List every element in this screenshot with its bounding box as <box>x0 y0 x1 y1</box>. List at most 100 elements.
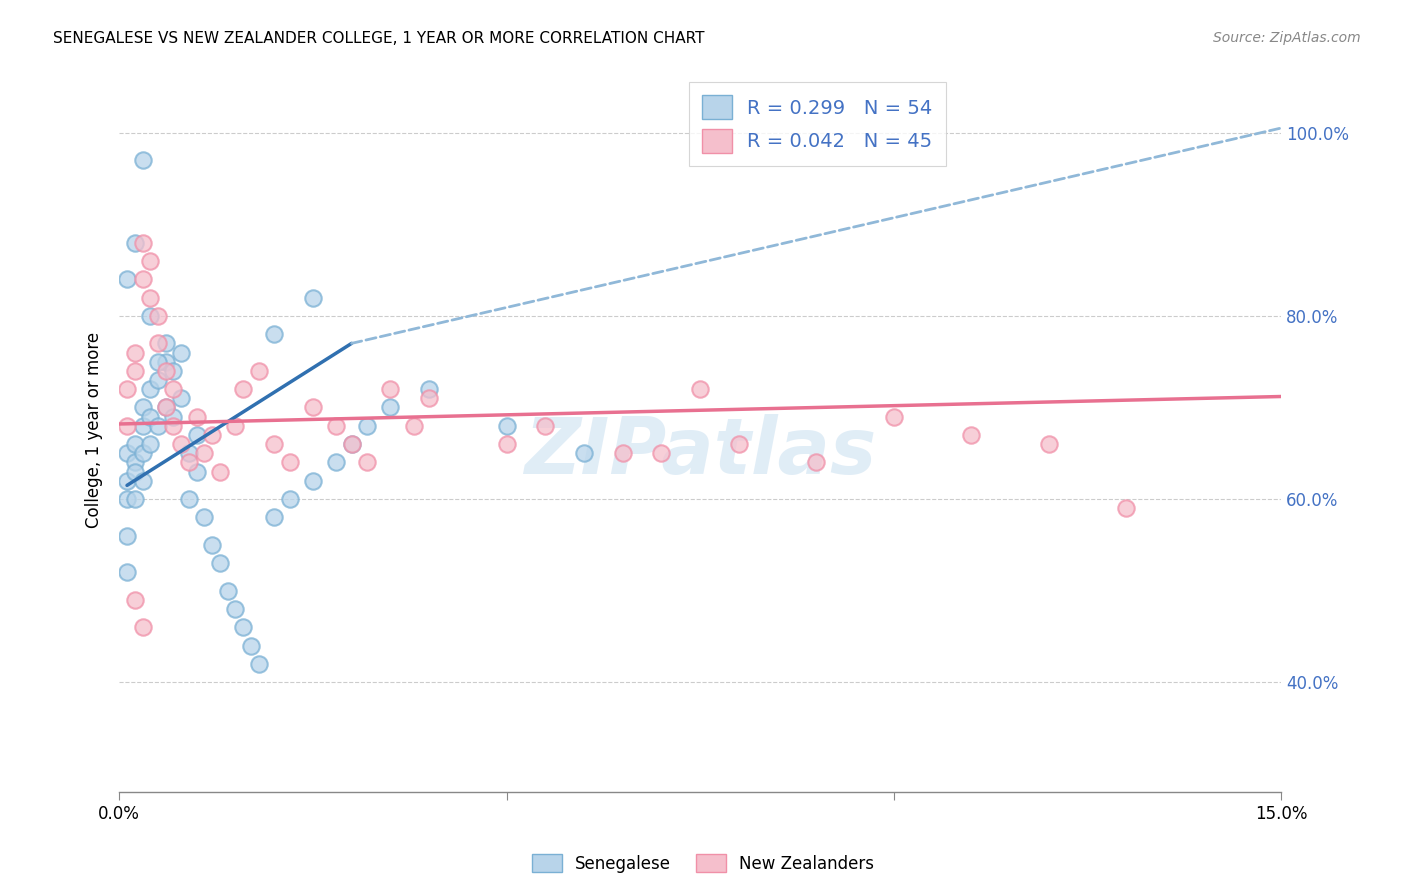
Point <box>124 455 146 469</box>
Point <box>146 354 169 368</box>
Point <box>186 428 208 442</box>
Point <box>155 364 177 378</box>
Point <box>806 455 828 469</box>
Point <box>224 602 246 616</box>
Point <box>960 428 983 442</box>
Point <box>131 620 153 634</box>
Point <box>131 235 153 250</box>
Text: Source: ZipAtlas.com: Source: ZipAtlas.com <box>1213 31 1361 45</box>
Point <box>356 455 378 469</box>
Point <box>186 465 208 479</box>
Point <box>1115 501 1137 516</box>
Point <box>883 409 905 424</box>
Point <box>689 382 711 396</box>
Point <box>131 474 153 488</box>
Point <box>325 418 347 433</box>
Point <box>139 437 162 451</box>
Point <box>162 382 184 396</box>
Point <box>302 474 325 488</box>
Point <box>650 446 672 460</box>
Point <box>170 437 193 451</box>
Point <box>201 428 224 442</box>
Point <box>278 492 301 507</box>
Point <box>232 620 254 634</box>
Point <box>232 382 254 396</box>
Point <box>131 272 153 286</box>
Point <box>146 336 169 351</box>
Point <box>155 354 177 368</box>
Point <box>139 309 162 323</box>
Point <box>170 345 193 359</box>
Point <box>124 235 146 250</box>
Point <box>177 446 200 460</box>
Point <box>302 401 325 415</box>
Point <box>155 336 177 351</box>
Point <box>146 418 169 433</box>
Point <box>208 465 231 479</box>
Point <box>115 382 138 396</box>
Point <box>612 446 634 460</box>
Point <box>418 392 440 406</box>
Point <box>124 465 146 479</box>
Point <box>186 409 208 424</box>
Point <box>115 529 138 543</box>
Point <box>115 272 138 286</box>
Point <box>495 437 517 451</box>
Point <box>534 418 557 433</box>
Point <box>115 566 138 580</box>
Point <box>162 364 184 378</box>
Point <box>263 327 285 342</box>
Point <box>208 556 231 570</box>
Point <box>146 373 169 387</box>
Text: ZIPatlas: ZIPatlas <box>524 414 876 490</box>
Point <box>131 401 153 415</box>
Point <box>418 382 440 396</box>
Point <box>162 418 184 433</box>
Point <box>124 492 146 507</box>
Point <box>124 345 146 359</box>
Point <box>131 446 153 460</box>
Point <box>162 409 184 424</box>
Text: SENEGALESE VS NEW ZEALANDER COLLEGE, 1 YEAR OR MORE CORRELATION CHART: SENEGALESE VS NEW ZEALANDER COLLEGE, 1 Y… <box>53 31 704 46</box>
Point <box>124 437 146 451</box>
Point <box>302 291 325 305</box>
Y-axis label: College, 1 year or more: College, 1 year or more <box>86 333 103 528</box>
Point <box>155 401 177 415</box>
Point <box>177 455 200 469</box>
Point <box>380 401 402 415</box>
Point <box>139 291 162 305</box>
Point <box>572 446 595 460</box>
Legend: R = 0.299   N = 54, R = 0.042   N = 45: R = 0.299 N = 54, R = 0.042 N = 45 <box>689 82 946 166</box>
Point <box>177 492 200 507</box>
Point <box>201 538 224 552</box>
Point <box>170 392 193 406</box>
Point <box>247 364 270 378</box>
Point <box>139 382 162 396</box>
Point <box>139 254 162 268</box>
Point <box>115 446 138 460</box>
Point <box>131 418 153 433</box>
Point <box>124 364 146 378</box>
Point <box>193 510 215 524</box>
Point <box>193 446 215 460</box>
Point <box>340 437 363 451</box>
Point <box>325 455 347 469</box>
Point <box>278 455 301 469</box>
Point <box>340 437 363 451</box>
Point <box>247 657 270 671</box>
Point <box>224 418 246 433</box>
Point <box>402 418 425 433</box>
Point <box>263 510 285 524</box>
Legend: Senegalese, New Zealanders: Senegalese, New Zealanders <box>524 847 882 880</box>
Point <box>380 382 402 396</box>
Point <box>356 418 378 433</box>
Point <box>239 639 262 653</box>
Point <box>1038 437 1060 451</box>
Point <box>217 583 239 598</box>
Point <box>115 418 138 433</box>
Point <box>727 437 749 451</box>
Point <box>263 437 285 451</box>
Point <box>115 492 138 507</box>
Point <box>495 418 517 433</box>
Point <box>155 401 177 415</box>
